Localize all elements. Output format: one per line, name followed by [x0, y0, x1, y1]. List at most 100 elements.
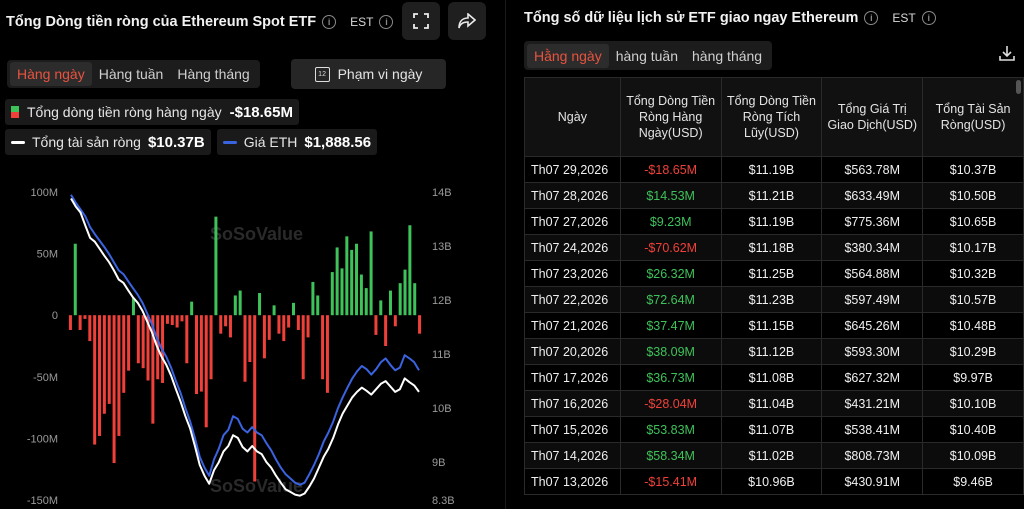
flow-bar — [262, 315, 266, 359]
y-left-tick-label: -50M — [33, 372, 58, 384]
volume-cell: $593.30M — [821, 338, 924, 365]
daily-flow-cell: $9.23M — [619, 208, 722, 235]
y-left-tick-label: -100M — [27, 433, 58, 445]
flow-bar — [418, 315, 422, 334]
tab-daily[interactable]: Hàng ngày — [10, 62, 92, 86]
watermark-logo: SoSoValue — [210, 476, 303, 496]
download-button[interactable] — [998, 44, 1016, 62]
y-right-tick-label: 9B — [432, 457, 445, 469]
flow-bar — [165, 315, 169, 324]
panel-divider — [505, 0, 506, 509]
flow-bar — [122, 315, 126, 393]
cum-flow-cell: $10.96B — [720, 468, 823, 495]
net-assets-cell: $10.10B — [922, 390, 1024, 417]
table-row[interactable]: Th07 29,2026 -$18.65M $11.19B $563.78M $10.3… — [524, 156, 1024, 183]
flow-bar — [369, 231, 373, 316]
table-row[interactable]: Th07 16,2026 -$28.04M $11.04B $431.21M $10.1… — [524, 390, 1024, 417]
col-net-assets[interactable]: Tổng Tài Sản Ròng(USD) — [922, 77, 1024, 157]
legend-net-assets[interactable]: Tổng tài sản ròng $10.37B — [5, 129, 211, 155]
flow-bar — [330, 272, 334, 316]
info-icon[interactable]: i — [864, 11, 879, 25]
table-row[interactable]: Th07 15,2026 $53.83M $11.07B $538.41M $10.40… — [524, 416, 1024, 443]
flow-bar — [335, 247, 339, 316]
col-volume[interactable]: Tổng Giá Trị Giao Dịch(USD) — [821, 77, 924, 157]
table-row[interactable]: Th07 28,2026 $14.53M $11.21B $633.49M $10.50… — [524, 182, 1024, 209]
table-row[interactable]: Th07 22,2026 $72.64M $11.23B $597.49M $10.57… — [524, 286, 1024, 313]
tab-monthly[interactable]: hàng tháng — [692, 47, 763, 64]
flow-bar — [287, 315, 291, 328]
date-cell: Th07 28,2026 — [524, 182, 621, 209]
table-row[interactable]: Th07 27,2026 $9.23M $11.19B $775.36M $10.65B — [524, 208, 1024, 235]
calendar-icon: 12 — [314, 66, 330, 82]
y-right-tick-label: 10B — [432, 403, 452, 415]
net-assets-cell: $10.48B — [922, 312, 1024, 339]
daily-flow-cell: -$15.41M — [619, 468, 722, 495]
fullscreen-button[interactable] — [402, 2, 440, 40]
y-right-tick-label: 8.3B — [432, 495, 455, 507]
table-row[interactable]: Th07 17,2026 $36.73M $11.08B $627.32M $9.97B — [524, 364, 1024, 391]
tab-weekly[interactable]: Hàng tuần — [98, 66, 164, 82]
table-row[interactable]: Th07 23,2026 $26.32M $11.25B $564.88M $10.32… — [524, 260, 1024, 287]
net-flow-chart-panel: Tổng Dòng tiền ròng của Ethereum Spot ET… — [0, 0, 500, 509]
timezone-info-icon[interactable]: i — [921, 11, 936, 25]
flow-bar — [209, 315, 213, 380]
flow-bar — [267, 315, 271, 340]
flow-bar — [325, 315, 329, 393]
table-row[interactable]: Th07 14,2026 $58.34M $11.02B $808.73M $10.09… — [524, 442, 1024, 469]
legend-daily-flow[interactable]: Tổng dòng tiền ròng hàng ngày -$18.65M — [5, 99, 299, 125]
volume-cell: $775.36M — [821, 208, 924, 235]
flow-bar — [393, 315, 397, 327]
line-swatch-icon — [222, 140, 237, 144]
tab-weekly[interactable]: hàng tuần — [615, 47, 679, 64]
flow-bar — [306, 315, 310, 338]
date-cell: Th07 17,2026 — [524, 364, 621, 391]
info-icon[interactable]: i — [322, 15, 337, 29]
volume-cell: $563.78M — [821, 156, 924, 183]
y-left-tick-label: 0 — [52, 310, 58, 322]
table-scrollbar[interactable] — [1016, 80, 1021, 94]
col-date[interactable]: Ngày — [524, 77, 621, 157]
tab-daily[interactable]: Hằng ngày — [527, 43, 609, 68]
date-range-button[interactable]: 12 Phạm vi ngày — [291, 59, 446, 89]
col-daily-flow[interactable]: Tổng Dòng Tiền Ròng Hàng Ngày(USD) — [619, 77, 722, 157]
legend-eth-price[interactable]: Giá ETH $1,888.56 — [216, 129, 378, 155]
daily-flow-cell: $36.73M — [619, 364, 722, 391]
eth-price-line — [70, 194, 420, 486]
flow-bar — [238, 290, 242, 316]
table-row[interactable]: Th07 24,2026 -$70.62M $11.18B $380.34M $10.1… — [524, 234, 1024, 261]
date-cell: Th07 24,2026 — [524, 234, 621, 261]
date-cell: Th07 21,2026 — [524, 312, 621, 339]
flow-bar — [195, 315, 199, 395]
date-cell: Th07 22,2026 — [524, 286, 621, 313]
flow-bar — [78, 315, 82, 330]
daily-flow-cell: $58.34M — [619, 442, 722, 469]
net-flow-chart[interactable]: 100M 50M 0 -50M -100M -150M 14B 13B 12B 11B 10B 9B 8… — [0, 170, 500, 509]
table-row[interactable]: Th07 20,2026 $38.09M $11.12B $593.30M $10.29… — [524, 338, 1024, 365]
flow-bar — [282, 315, 286, 342]
cum-flow-cell: $11.07B — [720, 416, 823, 443]
flow-bar — [355, 243, 359, 316]
tab-monthly[interactable]: Hàng tháng — [177, 66, 250, 82]
col-cum-flow[interactable]: Tổng Dòng Tiền Ròng Tích Lũy(USD) — [720, 77, 823, 157]
daily-flow-cell: $38.09M — [619, 338, 722, 365]
flow-bar — [379, 300, 383, 316]
timezone-info-icon[interactable]: i — [379, 15, 394, 29]
share-button[interactable] — [448, 2, 486, 40]
flow-bar — [117, 315, 121, 436]
cum-flow-cell: $11.19B — [720, 208, 823, 235]
table-row[interactable]: Th07 13,2026 -$15.41M $10.96B $430.91M $9.46… — [524, 468, 1024, 495]
date-cell: Th07 23,2026 — [524, 260, 621, 287]
flow-bar — [296, 315, 300, 330]
y-left-tick-label: 100M — [30, 187, 58, 199]
volume-cell: $430.91M — [821, 468, 924, 495]
net-assets-cell: $10.32B — [922, 260, 1024, 287]
table-row[interactable]: Th07 21,2026 $37.47M $11.15B $645.26M $10.48… — [524, 312, 1024, 339]
volume-cell: $627.32M — [821, 364, 924, 391]
table-header-row: Ngày Tổng Dòng Tiền Ròng Hàng Ngày(USD) … — [524, 77, 1024, 157]
flow-bar — [364, 288, 368, 316]
flow-bar — [112, 315, 116, 464]
flow-bar — [321, 315, 325, 380]
y-left-tick-label: 50M — [37, 249, 58, 261]
volume-cell: $645.26M — [821, 312, 924, 339]
net-assets-cell: $10.09B — [922, 442, 1024, 469]
